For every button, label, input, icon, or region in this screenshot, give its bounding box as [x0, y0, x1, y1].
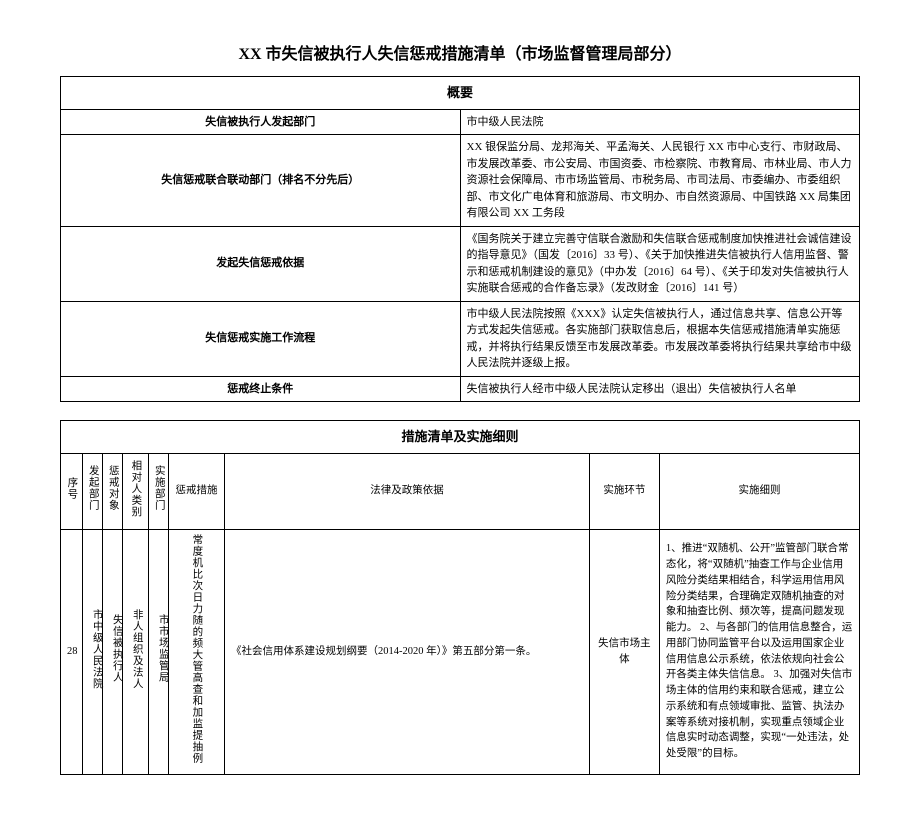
summary-row-label: 失信被执行人发起部门 [61, 109, 461, 135]
summary-row: 惩戒终止条件 失信被执行人经市中级人民法院认定移出（退出）失信被执行人名单 [61, 376, 860, 402]
summary-row-label: 失信惩戒实施工作流程 [61, 301, 461, 376]
cell-seq: 28 [61, 529, 83, 774]
cell-legal: 《社会信用体系建设规划纲要（2014-2020 年）》第五部分第一条。 [225, 529, 590, 774]
summary-row-label: 惩戒终止条件 [61, 376, 461, 402]
cell-rules: 1、推进“双随机、公开”监管部门联合常态化，将“双随机”抽查工作与企业信用风险分… [659, 529, 859, 774]
summary-row-text: 《国务院关于建立完善守信联合激励和失信联合惩戒制度加快推进社会诚信建设的指导意见… [460, 226, 860, 301]
summary-row-text: XX 银保监分局、龙邦海关、平孟海关、人民银行 XX 市中心支行、市财政局、市发… [460, 135, 860, 227]
summary-row: 失信惩戒实施工作流程 市中级人民法院按照《XXX》认定失信被执行人，通过信息共享… [61, 301, 860, 376]
summary-table: 概要 失信被执行人发起部门 市中级人民法院 失信惩戒联合联动部门（排名不分先后）… [60, 76, 860, 402]
col-seq: 序号 [61, 453, 83, 529]
summary-row-label: 发起失信惩戒依据 [61, 226, 461, 301]
col-measure: 惩戒措施 [169, 453, 225, 529]
col-impldept: 实施部门 [149, 453, 169, 529]
col-initiator: 发起部门 [83, 453, 103, 529]
summary-row-text: 市中级人民法院按照《XXX》认定失信被执行人，通过信息共享、信息公开等方式发起失… [460, 301, 860, 376]
cell-reltype: 非人组织及法人 [123, 529, 149, 774]
detail-data-row: 28 市中级人民法院 失信被执行人 非人组织及法人 市市场监管局 常度机比次日力… [61, 529, 860, 774]
summary-row-text: 失信被执行人经市中级人民法院认定移出（退出）失信被执行人名单 [460, 376, 860, 402]
summary-section-label: 概要 [61, 77, 860, 110]
summary-row-label: 失信惩戒联合联动部门（排名不分先后） [61, 135, 461, 227]
cell-measure: 常度机比次日力随的频大管高查和加监提抽例 [169, 529, 225, 774]
detail-header-row: 序号 发起部门 惩戒对象 相对人类别 实施部门 惩戒措施 法律及政策依据 实施环… [61, 453, 860, 529]
col-target: 惩戒对象 [103, 453, 123, 529]
summary-row: 失信惩戒联合联动部门（排名不分先后） XX 银保监分局、龙邦海关、平孟海关、人民… [61, 135, 860, 227]
summary-row: 失信被执行人发起部门 市中级人民法院 [61, 109, 860, 135]
summary-row-text: 市中级人民法院 [460, 109, 860, 135]
cell-stage: 失信市场主体 [589, 529, 659, 774]
detail-table: 措施清单及实施细则 序号 发起部门 惩戒对象 相对人类别 实施部门 惩戒措施 法… [60, 420, 860, 775]
col-legal: 法律及政策依据 [225, 453, 590, 529]
cell-initiator: 市中级人民法院 [83, 529, 103, 774]
col-reltype: 相对人类别 [123, 453, 149, 529]
page-title: XX 市失信被执行人失信惩戒措施清单（市场监督管理局部分） [60, 40, 860, 64]
col-rules: 实施细则 [659, 453, 859, 529]
summary-row: 发起失信惩戒依据 《国务院关于建立完善守信联合激励和失信联合惩戒制度加快推进社会… [61, 226, 860, 301]
detail-section-label: 措施清单及实施细则 [61, 421, 860, 454]
col-stage: 实施环节 [589, 453, 659, 529]
cell-impldept: 市市场监管局 [149, 529, 169, 774]
cell-target: 失信被执行人 [103, 529, 123, 774]
